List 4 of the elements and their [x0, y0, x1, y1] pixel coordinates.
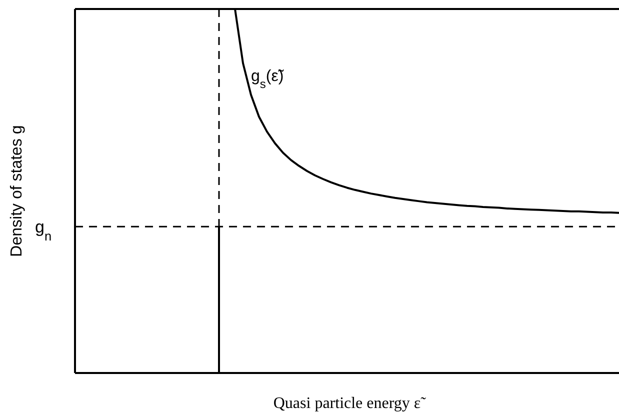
series-label: g$_{s}$(ε̃) [251, 68, 284, 91]
ref-line-label: g$_{n}$ [35, 218, 52, 244]
y-axis-title: Density of states g [8, 125, 26, 257]
x-axis-title: Quasi particle energy ε̃ [273, 395, 427, 412]
